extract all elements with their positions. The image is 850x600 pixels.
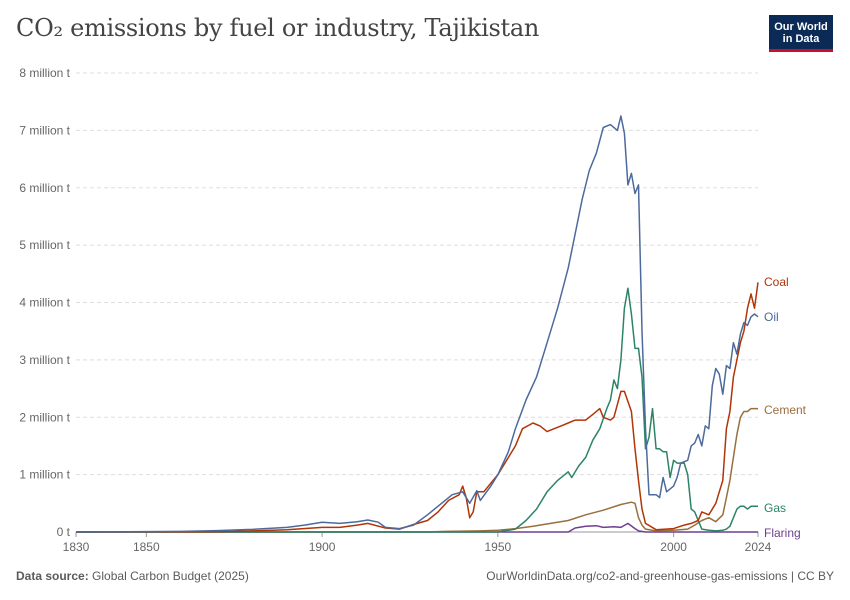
y-tick-label: 1 million t	[19, 468, 70, 482]
x-tick-label: 1900	[309, 540, 336, 554]
series-line-oil[interactable]	[75, 115, 759, 533]
data-source-label: Data source:	[16, 569, 89, 583]
y-tick-label: 2 million t	[19, 410, 70, 424]
grid-layer	[75, 72, 759, 537]
series-label-oil[interactable]: Oil	[764, 310, 779, 324]
y-tick-label: 6 million t	[19, 181, 70, 195]
data-source: Data source: Global Carbon Budget (2025)	[16, 569, 249, 583]
chart-title: CO₂ emissions by fuel or industry, Tajik…	[16, 14, 540, 42]
data-source-value[interactable]: Global Carbon Budget (2025)	[92, 569, 249, 583]
y-tick-label: 0 t	[57, 525, 71, 539]
x-tick-label: 1830	[63, 540, 90, 554]
y-tick-label: 5 million t	[19, 238, 70, 252]
series-line-flaring[interactable]	[76, 522, 758, 533]
owid-logo[interactable]: Our World in Data	[769, 15, 833, 52]
x-tick-label: 1950	[485, 540, 512, 554]
series-line-gas[interactable]	[76, 287, 758, 533]
series-line-cement[interactable]	[76, 407, 758, 533]
series-label-cement[interactable]: Cement	[764, 403, 807, 417]
y-tick-label: 3 million t	[19, 353, 70, 367]
series-label-gas[interactable]: Gas	[764, 501, 786, 515]
x-tick-label: 2024	[745, 540, 772, 554]
x-tick-label: 2000	[660, 540, 687, 554]
series-line-coal[interactable]	[75, 282, 759, 533]
y-tick-label: 7 million t	[19, 123, 70, 137]
source-url[interactable]: OurWorldinData.org/co2-and-greenhouse-ga…	[486, 569, 834, 583]
y-tick-label: 8 million t	[19, 66, 70, 80]
logo-line-2: in Data	[782, 33, 820, 45]
series-label-coal[interactable]: Coal	[764, 275, 789, 289]
x-tick-label: 1850	[133, 540, 160, 554]
y-tick-label: 4 million t	[19, 296, 70, 310]
label-layer: 0 t 1 million t 2 million t 3 million t 4 mi…	[19, 66, 806, 554]
logo-line-1: Our World	[774, 21, 828, 33]
series-layer	[75, 115, 759, 533]
series-label-flaring[interactable]: Flaring	[764, 526, 801, 540]
